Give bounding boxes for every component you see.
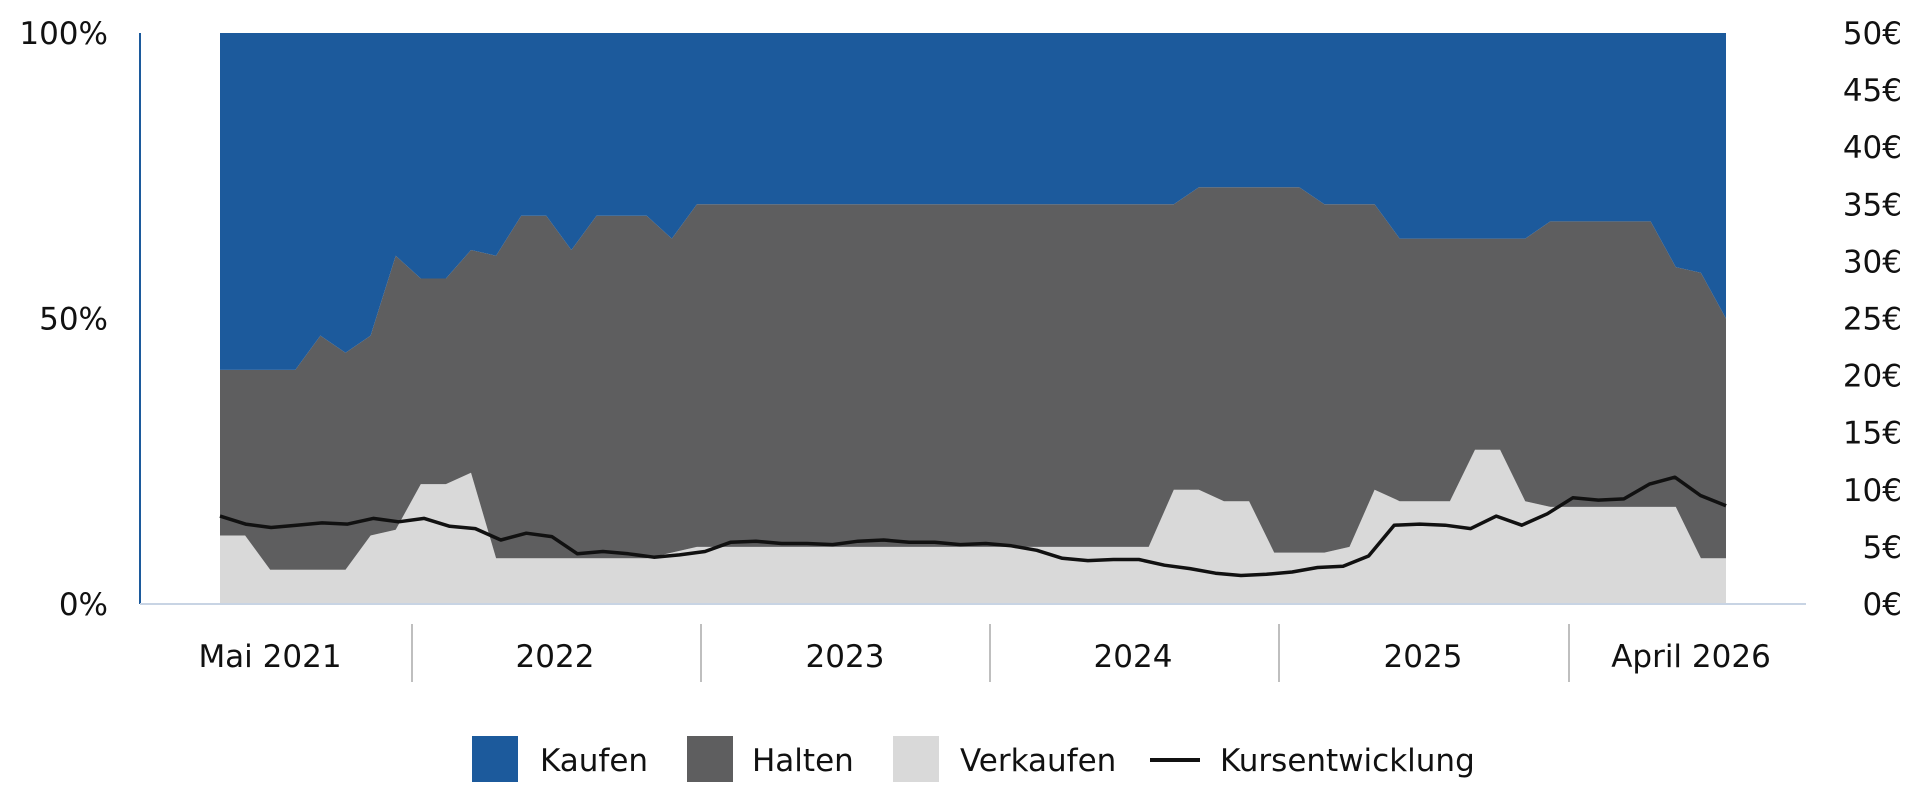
x-tick-label: 2025 — [1384, 639, 1463, 675]
x-tick-label: 2024 — [1094, 639, 1173, 675]
right-tick-label: 15€ — [1843, 416, 1902, 452]
right-tick-label: 5€ — [1863, 530, 1902, 566]
legend-swatch-kaufen — [472, 736, 518, 782]
right-tick-label: 20€ — [1843, 359, 1902, 395]
left-tick-label: 100% — [19, 16, 108, 52]
area-halten — [220, 187, 1726, 570]
x-tick-label: 2023 — [806, 639, 885, 675]
legend-label-halten: Halten — [752, 743, 854, 779]
right-axis-ticks: 50€ 45€ 40€ 35€ 30€ 25€ 20€ 15€ 10€ 5€ 0€ — [1843, 16, 1902, 623]
right-tick-label: 50€ — [1843, 16, 1902, 52]
line-kursentwicklung — [219, 475, 1727, 578]
legend-swatch-halten — [687, 736, 733, 782]
area-kaufen — [220, 33, 1726, 370]
right-tick-label: 25€ — [1843, 302, 1902, 338]
right-tick-label: 40€ — [1843, 130, 1902, 166]
left-tick-label: 0% — [59, 587, 108, 623]
x-axis-ticks: Mai 2021 2022 2023 2024 2025 April 2026 — [198, 624, 1771, 682]
legend-label-kursentwicklung: Kursentwicklung — [1220, 743, 1475, 779]
legend-label-verkaufen: Verkaufen — [960, 743, 1116, 779]
legend-swatch-verkaufen — [893, 736, 939, 782]
right-tick-label: 10€ — [1843, 473, 1902, 509]
legend-label-kaufen: Kaufen — [540, 743, 648, 779]
right-tick-label: 0€ — [1863, 587, 1902, 623]
right-tick-label: 35€ — [1843, 187, 1902, 223]
price-line-layer — [219, 475, 1727, 578]
left-axis-ticks: 100% 50% 0% — [19, 16, 108, 623]
left-tick-label: 50% — [39, 302, 108, 338]
legend: Kaufen Halten Verkaufen Kursentwicklung — [472, 736, 1475, 782]
right-tick-label: 45€ — [1843, 73, 1902, 109]
x-tick-label: Mai 2021 — [198, 639, 341, 675]
x-tick-label: 2022 — [516, 639, 595, 675]
x-tick-label: April 2026 — [1611, 639, 1771, 675]
right-tick-label: 30€ — [1843, 244, 1902, 280]
